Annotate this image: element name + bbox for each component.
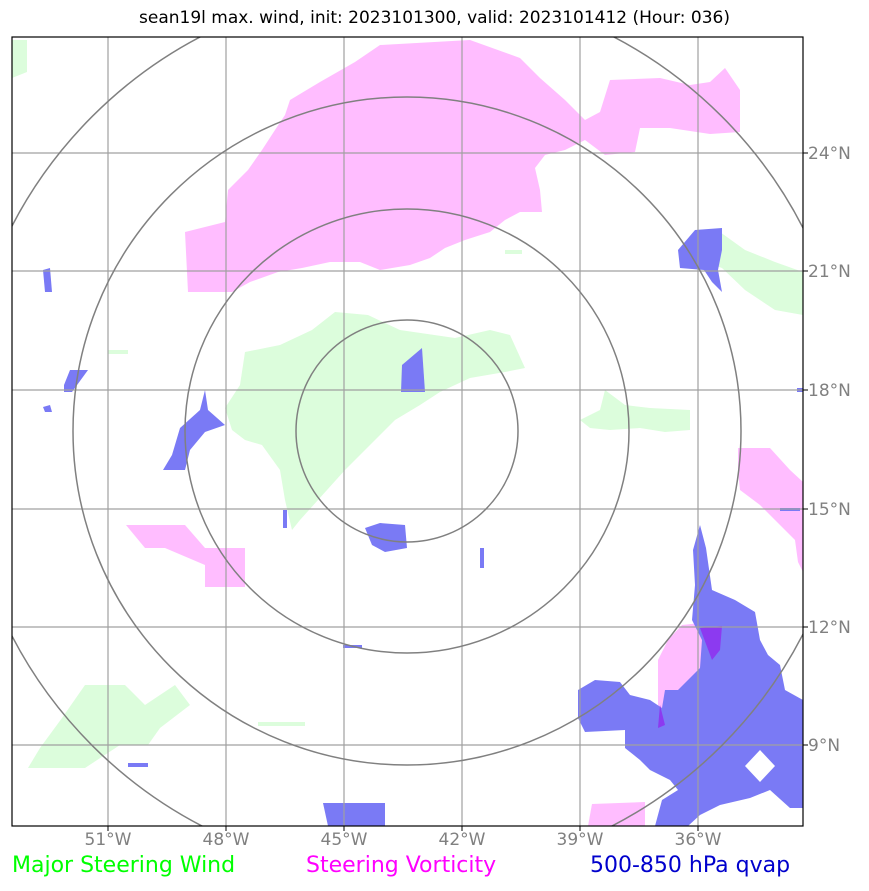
steering-wind-layer xyxy=(12,40,803,768)
lat-tick-label: 24°N xyxy=(808,144,851,164)
graticule xyxy=(12,37,803,826)
lon-tick-label: 39°W xyxy=(557,830,604,850)
lat-tick-label: 12°N xyxy=(808,618,851,638)
lon-tick-label: 48°W xyxy=(203,830,250,850)
range-rings xyxy=(12,37,803,826)
lat-tick-label: 21°N xyxy=(808,262,851,282)
lat-tick-label: 18°N xyxy=(808,381,851,401)
legend-steering-vorticity: Steering Vorticity xyxy=(306,853,497,878)
legend-steering-wind: Major Steering Wind xyxy=(12,853,236,878)
lon-tick-label: 51°W xyxy=(85,830,132,850)
lat-tick-label: 15°N xyxy=(808,500,851,520)
lon-tick-label: 36°W xyxy=(675,830,722,850)
lon-tick-label: 45°W xyxy=(321,830,368,850)
map-title: sean19l max. wind, init: 2023101300, val… xyxy=(139,8,730,28)
tick-marks xyxy=(107,152,808,831)
overlap-details xyxy=(658,626,775,782)
map-layers xyxy=(12,37,803,826)
map-frame xyxy=(11,36,804,827)
legend-qvap: 500-850 hPa qvap xyxy=(590,853,791,878)
lon-tick-label: 42°W xyxy=(439,830,486,850)
lat-tick-label: 9°N xyxy=(808,736,840,756)
